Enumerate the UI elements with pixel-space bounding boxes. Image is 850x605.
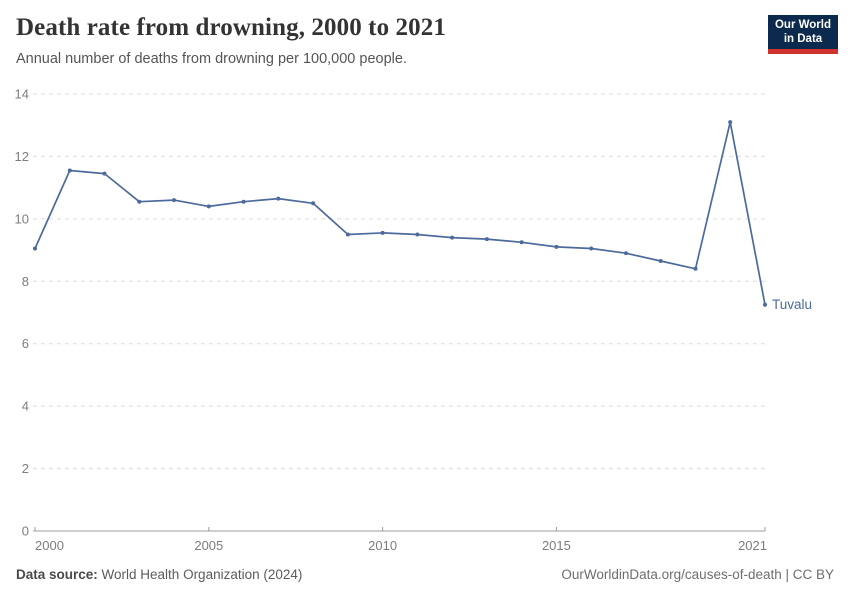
- x-axis-tick-label: 2021: [738, 538, 767, 553]
- data-point-2009[interactable]: [345, 232, 350, 237]
- y-axis-tick-label: 8: [22, 274, 29, 289]
- y-axis-tick-label: 0: [22, 524, 29, 539]
- data-point-2001[interactable]: [67, 168, 72, 173]
- y-axis-tick-label: 10: [15, 211, 29, 226]
- y-axis-tick-label: 6: [22, 336, 29, 351]
- owid-logo-line1: Our World: [774, 19, 831, 31]
- y-axis-tick-label: 2: [22, 461, 29, 476]
- y-axis-tick-label: 14: [15, 87, 29, 102]
- data-point-2014[interactable]: [519, 240, 524, 245]
- chart-subtitle: Annual number of deaths from drowning pe…: [16, 51, 407, 67]
- data-point-2008[interactable]: [311, 201, 316, 206]
- data-point-2007[interactable]: [276, 196, 281, 201]
- x-axis-tick-label: 2015: [542, 538, 571, 553]
- data-point-2002[interactable]: [102, 171, 107, 176]
- data-point-2012[interactable]: [450, 235, 455, 240]
- x-axis-tick-label: 2005: [194, 538, 223, 553]
- y-axis-tick-label: 12: [15, 149, 29, 164]
- page-title: Death rate from drowning, 2000 to 2021: [16, 14, 446, 41]
- data-point-2004[interactable]: [172, 198, 176, 203]
- x-axis-tick-label: 2010: [368, 538, 397, 553]
- data-source-value: World Health Organization (2024): [97, 567, 303, 582]
- data-point-2013[interactable]: [484, 237, 489, 242]
- series-line-tuvalu[interactable]: [34, 121, 766, 306]
- data-point-2005[interactable]: [206, 204, 211, 209]
- data-point-2011[interactable]: [415, 232, 420, 237]
- data-source-label: Data source:: [16, 567, 98, 582]
- data-point-2010[interactable]: [380, 230, 385, 235]
- owid-logo[interactable]: Our World in Data: [768, 15, 838, 54]
- data-point-2021[interactable]: [763, 302, 767, 307]
- data-source-note: Data source: World Health Organization (…: [16, 567, 302, 582]
- data-point-2000[interactable]: [33, 246, 37, 251]
- data-point-2015[interactable]: [554, 244, 559, 249]
- data-point-2020[interactable]: [728, 120, 733, 125]
- owid-logo-line2: in Data: [783, 32, 823, 45]
- data-point-2003[interactable]: [137, 199, 142, 204]
- data-point-2018[interactable]: [658, 259, 663, 263]
- owid-logo-red-bar: [768, 49, 838, 54]
- data-point-2016[interactable]: [589, 246, 594, 251]
- y-axis-tick-label: 4: [22, 399, 29, 414]
- x-axis-tick-label: 2000: [35, 538, 64, 553]
- data-point-2019[interactable]: [693, 266, 698, 271]
- data-point-2006[interactable]: [241, 199, 246, 204]
- series-label-tuvalu[interactable]: Tuvalu: [772, 297, 812, 312]
- data-point-2017[interactable]: [624, 251, 628, 256]
- owid-logo-box: Our World in Data: [768, 15, 838, 49]
- attribution-link[interactable]: OurWorldinData.org/causes-of-death | CC …: [561, 567, 834, 582]
